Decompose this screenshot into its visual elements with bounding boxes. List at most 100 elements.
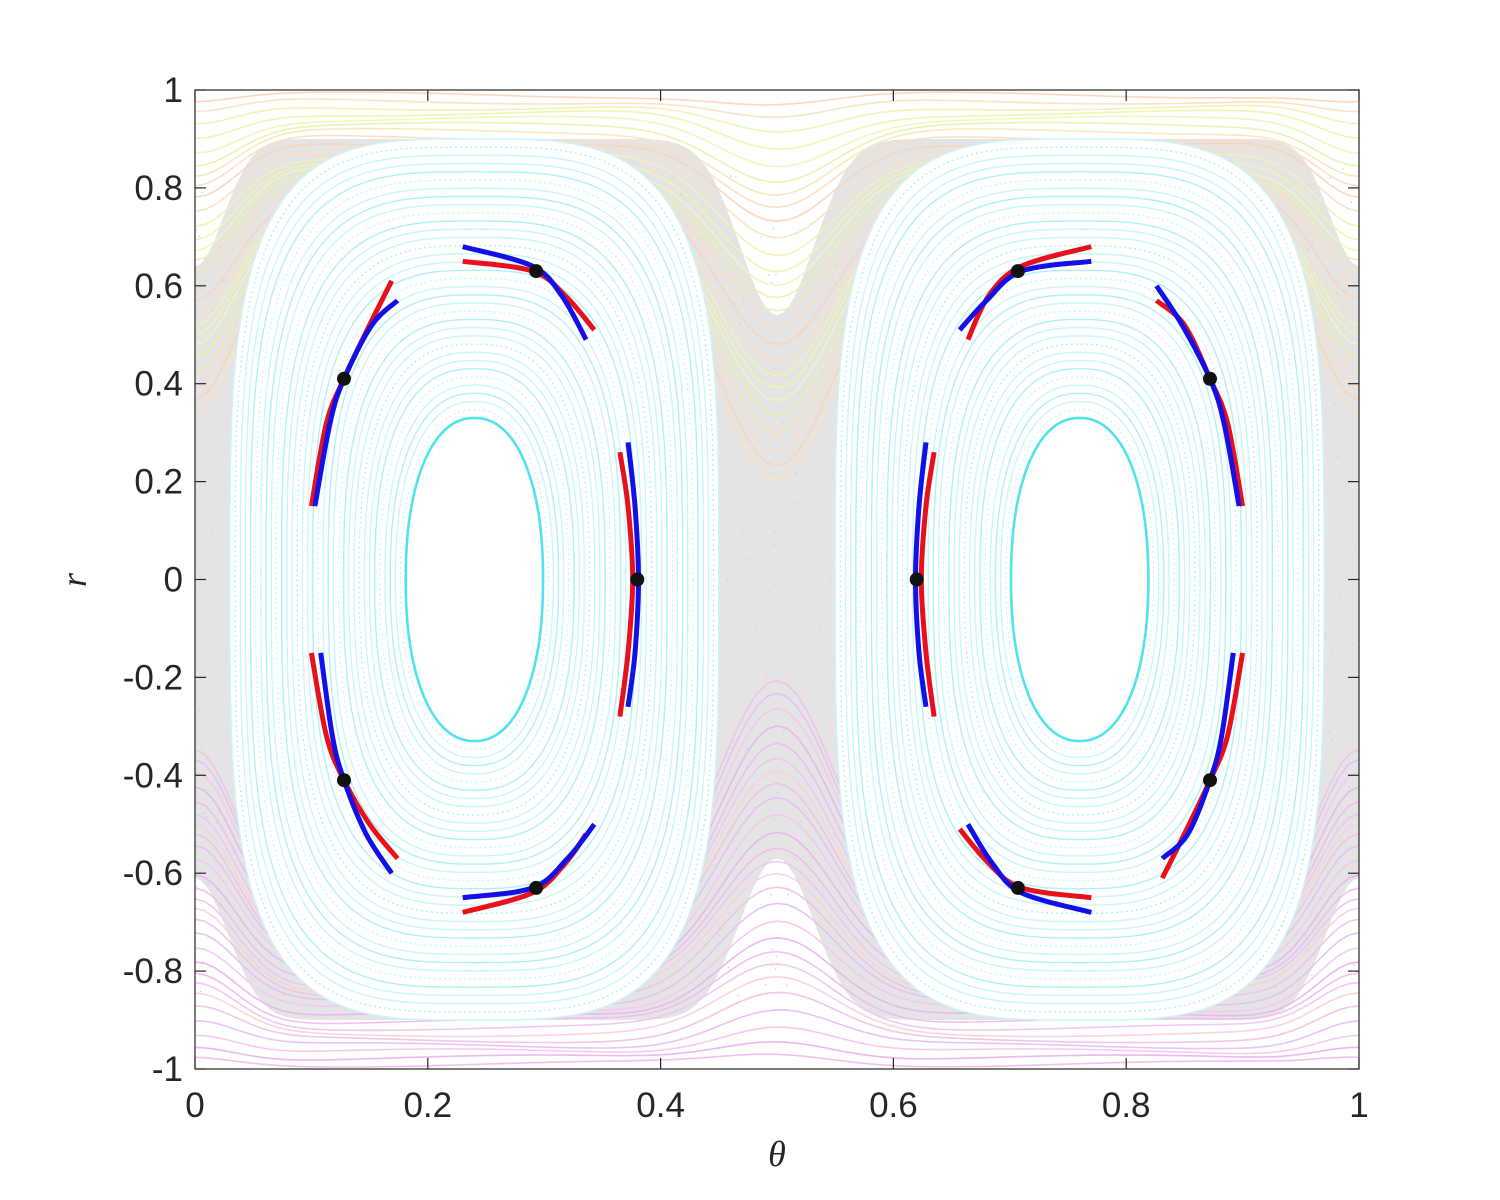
left-island-torus <box>306 261 643 898</box>
sea-speck <box>746 748 748 750</box>
lower-band-orbit <box>195 963 1359 1032</box>
sea-speck <box>195 586 197 588</box>
y-axis-label: r <box>54 572 94 587</box>
right-island-torus <box>865 187 1294 972</box>
sea-speck <box>657 977 659 979</box>
y-tick-label: 0.4 <box>134 365 183 404</box>
left-island-torus <box>260 187 689 972</box>
left-island-torus <box>239 154 710 1005</box>
lower-band-orbit <box>195 1041 1359 1061</box>
left-island-torus <box>363 351 586 808</box>
left-island-torus <box>249 171 699 988</box>
sea-speck <box>1348 786 1351 788</box>
sea-speck <box>782 422 785 424</box>
sea-speck <box>831 659 833 661</box>
lower-band-orbit <box>195 1053 1359 1068</box>
upper-band-orbit <box>195 127 1359 196</box>
sea-speck <box>1274 986 1276 988</box>
right-island-torus <box>979 367 1180 792</box>
right-island-torus <box>870 195 1289 964</box>
sea-speck <box>719 355 721 357</box>
sea-speck <box>219 246 221 248</box>
sea-speck <box>712 864 715 866</box>
left-island-torus <box>348 326 601 833</box>
periodic-orbit-point <box>1203 773 1217 788</box>
sea-speck <box>672 175 675 177</box>
left-island-torus <box>379 376 570 783</box>
sea-speck <box>1307 248 1309 250</box>
sea-speck <box>238 882 240 884</box>
left-island-torus <box>384 384 565 775</box>
right-island-torus <box>844 154 1315 1005</box>
left-island-torus <box>291 236 658 923</box>
sea-speck <box>1342 168 1344 170</box>
y-tick-label: 0.8 <box>134 169 183 208</box>
left-island-torus <box>389 392 560 767</box>
sea-speck <box>706 976 708 979</box>
y-tick-label: 0.2 <box>134 463 183 502</box>
sea-speck <box>718 934 720 936</box>
sea-speck <box>742 297 744 300</box>
sea-speck <box>774 968 777 970</box>
upper-band-orbit <box>195 104 1359 133</box>
left-island-torus <box>358 343 591 816</box>
sea-speck <box>1309 184 1311 186</box>
sea-speck <box>804 565 806 567</box>
x-tick-label: 0 <box>185 1086 204 1125</box>
sea-speck <box>760 236 762 238</box>
upper-band-orbit <box>195 121 1359 184</box>
sea-speck <box>770 894 772 896</box>
sea-speck <box>737 626 740 628</box>
sea-speck <box>197 567 199 569</box>
sea-speck <box>1337 716 1340 719</box>
left-island-torus <box>280 220 668 939</box>
sea-speck <box>233 904 236 906</box>
sea-speck <box>728 912 730 914</box>
upper-band-orbit <box>195 98 1359 118</box>
sea-speck <box>1293 183 1295 186</box>
right-island-torus <box>1009 416 1150 743</box>
y-tick-label: 0 <box>164 561 183 600</box>
sea-speck <box>872 204 874 206</box>
sea-speck <box>215 822 218 824</box>
y-tick-label: -0.8 <box>123 952 183 991</box>
sea-speck <box>195 229 197 231</box>
sea-speck <box>1315 329 1317 331</box>
right-island-torus <box>906 253 1253 906</box>
sea-speck <box>787 893 789 896</box>
right-island-torus <box>974 359 1186 800</box>
right-island-torus <box>958 335 1201 824</box>
sea-speck <box>832 279 834 281</box>
sea-speck <box>1328 731 1330 733</box>
sea-speck <box>793 501 795 504</box>
sea-speck <box>1352 643 1354 646</box>
sea-speck <box>199 990 202 992</box>
lower-band-orbit <box>195 991 1359 1044</box>
sea-speck <box>1312 243 1314 246</box>
right-island-torus <box>880 212 1279 947</box>
sea-speck <box>771 948 774 951</box>
sea-speck <box>195 561 197 563</box>
sea-speck <box>719 693 721 696</box>
left-island-torus <box>322 285 627 874</box>
sea-speck <box>786 984 788 987</box>
blue-manifold-curve <box>462 244 589 341</box>
left-island-torus <box>286 228 663 931</box>
sea-speck <box>1339 598 1341 601</box>
sea-speck <box>794 770 796 772</box>
sea-speck <box>212 355 214 357</box>
x-tick-label: 0.2 <box>403 1086 452 1125</box>
sea-speck <box>1311 974 1313 976</box>
left-island-torus <box>404 416 545 743</box>
axes <box>194 89 1360 1070</box>
sea-speck <box>714 857 717 859</box>
blue-manifold-curve <box>957 258 1092 332</box>
periodic-orbit-point <box>1010 880 1025 895</box>
sea-speck <box>727 966 730 969</box>
left-island-torus <box>327 294 622 865</box>
sea-speck <box>1305 935 1307 937</box>
x-tick-label: 0.4 <box>636 1086 685 1125</box>
sea-speck <box>821 370 823 372</box>
sea-speck <box>195 490 197 493</box>
